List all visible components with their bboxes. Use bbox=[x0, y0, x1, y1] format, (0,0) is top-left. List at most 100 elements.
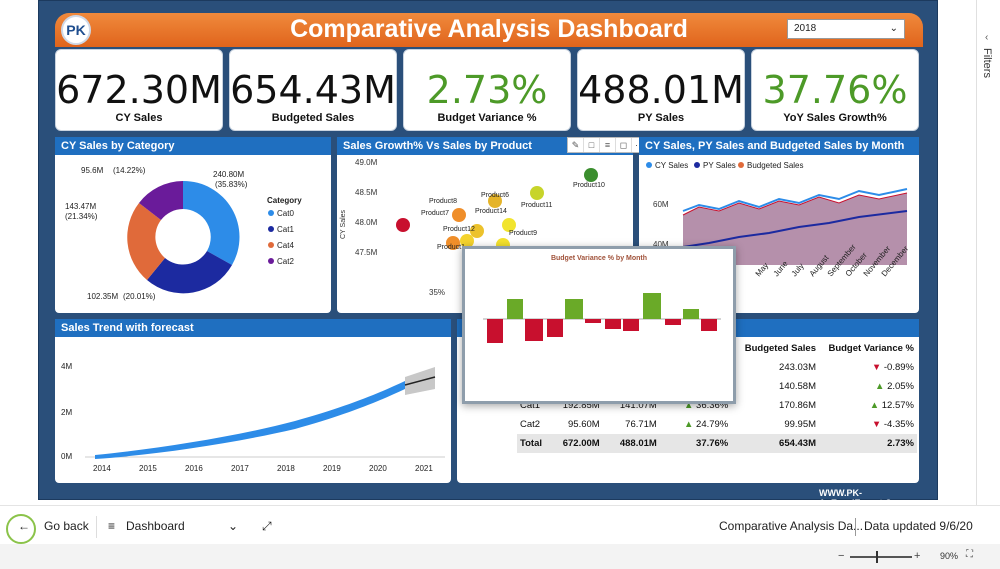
donut-slice-cat1[interactable] bbox=[147, 251, 232, 294]
arrow-up-icon: ▲ bbox=[683, 400, 694, 411]
col-header: Budgeted Sales bbox=[744, 343, 817, 354]
scatter-point[interactable] bbox=[584, 168, 598, 182]
data-updated-text: Data updated 9/6/20 bbox=[864, 519, 973, 533]
filter-icon[interactable]: ≡ bbox=[600, 138, 616, 152]
kpi-value: 488.01M bbox=[578, 68, 744, 112]
trend-forecast-chart: 4M 2M 0M 2014 2015 2016 2017 2018 2019 2… bbox=[61, 362, 445, 473]
scatter-point[interactable] bbox=[488, 194, 502, 208]
kpi-value: 654.43M bbox=[230, 68, 396, 112]
kpi-label: CY Sales bbox=[115, 112, 163, 124]
category-table: Budgeted Sales Budget Variance % 243.03M… bbox=[517, 339, 917, 453]
back-arrow-icon[interactable]: ← bbox=[18, 519, 30, 533]
kpi-label: PY Sales bbox=[637, 112, 685, 124]
legend-item-cat0: Cat0 bbox=[277, 209, 294, 218]
scatter-chart: CY Sales 49.0M 48.5M 48.0M 47.5M 35% Pro… bbox=[340, 158, 605, 297]
chevron-left-icon[interactable]: ‹ bbox=[985, 32, 989, 43]
point-label: Product1 bbox=[437, 244, 465, 251]
card-title: CY Sales, PY Sales and Budgeted Sales by… bbox=[639, 137, 919, 155]
y-tick: 0M bbox=[61, 452, 72, 461]
legend-item-budget: Budgeted Sales bbox=[747, 161, 804, 170]
x-tick: 2018 bbox=[277, 464, 295, 473]
scatter-point[interactable] bbox=[396, 218, 410, 232]
scatter-point[interactable] bbox=[530, 186, 544, 200]
x-tick: 2020 bbox=[369, 464, 387, 473]
arrow-down-icon: ▼ bbox=[871, 362, 882, 373]
donut-chart-card[interactable]: CY Sales by Category 240.80M (35.83%) 95… bbox=[55, 137, 331, 313]
kpi-label: YoY Sales Growth% bbox=[783, 112, 887, 124]
page-title: Comparative Analysis Dashboard bbox=[290, 15, 688, 43]
x-tick: 2017 bbox=[231, 464, 249, 473]
page-selector[interactable]: Dashboard bbox=[126, 519, 185, 533]
card-title: Sales Growth% Vs Sales by Product bbox=[337, 137, 633, 155]
x-tick: 2015 bbox=[139, 464, 157, 473]
data-label-cat4-pct: (21.34%) bbox=[65, 212, 98, 221]
x-tick: 2016 bbox=[185, 464, 203, 473]
focus-mode-icon[interactable]: ◻ bbox=[616, 138, 632, 152]
report-name: Comparative Analysis Da... bbox=[719, 519, 864, 533]
y-tick: 47.5M bbox=[355, 248, 378, 257]
scatter-point[interactable] bbox=[470, 224, 484, 238]
kpi-card-budget-variance[interactable]: 2.73% Budget Variance % bbox=[403, 49, 571, 131]
col-header: Budget Variance % bbox=[828, 343, 914, 354]
scatter-point[interactable] bbox=[502, 218, 516, 232]
collapse-icon[interactable]: ⤢ bbox=[262, 519, 272, 533]
zoom-slider-thumb[interactable] bbox=[876, 551, 878, 563]
logo: PK bbox=[61, 15, 91, 45]
donut-slice-cat0[interactable] bbox=[183, 180, 240, 265]
point-label: Product12 bbox=[443, 226, 475, 233]
kpi-card-budgeted-sales[interactable]: 654.43M Budgeted Sales bbox=[229, 49, 397, 131]
table-row[interactable]: 140.58M ▲ 2.05% bbox=[779, 381, 914, 392]
donut-chart: 240.80M (35.83%) 95.6M (14.22%) 143.47M … bbox=[65, 166, 302, 301]
y-tick: 40M bbox=[653, 240, 669, 249]
zoom-slider[interactable] bbox=[850, 556, 912, 558]
arrow-up-icon: ▲ bbox=[869, 400, 880, 411]
kpi-card-cy-sales[interactable]: 672.30M CY Sales bbox=[55, 49, 223, 131]
y-tick: 4M bbox=[61, 362, 72, 371]
scatter-point[interactable] bbox=[452, 208, 466, 222]
y-tick: 49.0M bbox=[355, 158, 378, 167]
legend-item-py: PY Sales bbox=[703, 161, 736, 170]
chevron-down-icon: ⌄ bbox=[889, 23, 898, 34]
go-back-button[interactable]: Go back bbox=[44, 519, 89, 533]
point-label: Product11 bbox=[521, 202, 552, 209]
visual-toolbar: ✎ □ ≡ ◻ ⋯ bbox=[567, 137, 649, 153]
page-list-icon: ≡ bbox=[108, 519, 116, 533]
data-label-cat2: 95.6M bbox=[81, 166, 104, 175]
tooltip-chart-overlay: Budget Variance % by Month bbox=[462, 246, 736, 404]
copy-icon[interactable]: □ bbox=[584, 138, 600, 152]
sales-trend-card[interactable]: Sales Trend with forecast 4M 2M 0M 2014 … bbox=[55, 319, 451, 483]
year-slicer[interactable]: 2018 ⌄ bbox=[787, 19, 905, 39]
chevron-down-icon[interactable]: ⌄ bbox=[228, 519, 239, 533]
table-row[interactable]: Cat1 192.85M 141.07M ▲ 36.36% 170.86M ▲ 12.… bbox=[520, 400, 914, 411]
kpi-label: Budget Variance % bbox=[437, 112, 537, 124]
pin-icon[interactable]: ✎ bbox=[568, 138, 584, 152]
zoom-level: 90% bbox=[940, 551, 959, 561]
table-row[interactable]: 243.03M ▼ -0.89% bbox=[779, 362, 914, 373]
donut-slice-cat4[interactable] bbox=[127, 203, 165, 280]
kpi-card-yoy-growth[interactable]: 37.76% YoY Sales Growth% bbox=[751, 49, 919, 131]
bottom-navigation-bar: ← Go back ≡ Dashboard ⌄ ⤢ Comparative An… bbox=[0, 505, 1000, 547]
fit-to-page-icon[interactable]: ⛶ bbox=[966, 549, 973, 560]
table-row[interactable]: Cat2 95.60M 76.71M ▲ 24.79% 99.95M ▼ -4.35% bbox=[520, 419, 914, 430]
data-label-cat0: 240.80M bbox=[213, 170, 244, 179]
zoom-status-bar: − + 90% ⛶ bbox=[0, 544, 1000, 569]
kpi-value: 672.30M bbox=[56, 68, 222, 112]
website-watermark: WWW.PK-AnExcelExpert.Com bbox=[819, 488, 906, 508]
title-banner: PK Comparative Analysis Dashboard 2018 ⌄ bbox=[55, 13, 923, 47]
legend-item-cat2: Cat2 bbox=[277, 257, 294, 266]
donut-slice-cat2[interactable] bbox=[139, 181, 183, 220]
kpi-card-py-sales[interactable]: 488.01M PY Sales bbox=[577, 49, 745, 131]
zoom-out-icon[interactable]: − bbox=[838, 550, 845, 562]
card-title: CY Sales by Category bbox=[55, 137, 331, 155]
zoom-in-icon[interactable]: + bbox=[914, 550, 921, 562]
card-title: Sales Trend with forecast bbox=[55, 319, 451, 337]
filters-pane[interactable]: ‹ Filters bbox=[976, 0, 1000, 505]
scatter-point[interactable] bbox=[460, 234, 474, 248]
app-logo bbox=[6, 514, 36, 544]
kpi-label: Budgeted Sales bbox=[271, 112, 355, 124]
data-label-cat2-pct: (14.22%) bbox=[113, 166, 146, 175]
scatter-point[interactable] bbox=[446, 236, 460, 250]
overlay-bar-chart bbox=[483, 293, 721, 343]
data-label-cat0-pct: (35.83%) bbox=[215, 180, 248, 189]
legend-item-cy: CY Sales bbox=[655, 161, 688, 170]
